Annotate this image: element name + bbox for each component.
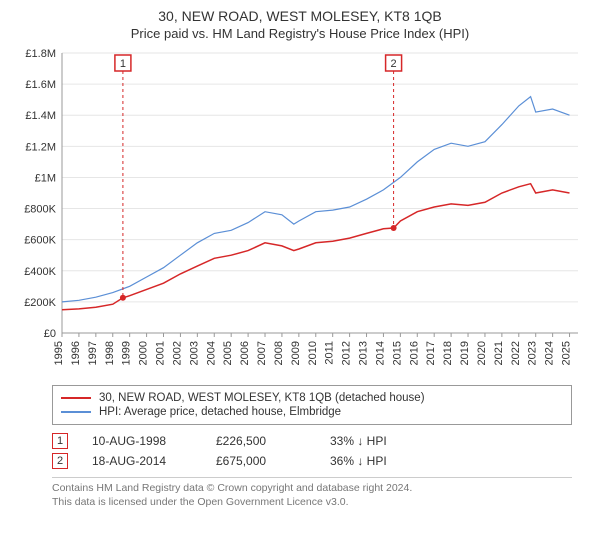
sale-price: £226,500 xyxy=(216,434,306,448)
legend-box: 30, NEW ROAD, WEST MOLESEY, KT8 1QB (det… xyxy=(52,385,572,425)
chart-title: 30, NEW ROAD, WEST MOLESEY, KT8 1QB xyxy=(12,8,588,24)
svg-text:£1M: £1M xyxy=(35,172,56,184)
legend-row-property: 30, NEW ROAD, WEST MOLESEY, KT8 1QB (det… xyxy=(61,392,563,404)
svg-text:2009: 2009 xyxy=(290,341,302,365)
svg-text:2025: 2025 xyxy=(561,341,573,365)
svg-text:2001: 2001 xyxy=(155,341,167,365)
chart-subtitle: Price paid vs. HM Land Registry's House … xyxy=(12,26,588,41)
svg-text:2011: 2011 xyxy=(324,341,336,365)
svg-text:1: 1 xyxy=(120,58,126,70)
svg-text:£1.8M: £1.8M xyxy=(25,48,56,60)
svg-text:2006: 2006 xyxy=(239,341,251,365)
svg-text:1995: 1995 xyxy=(53,341,65,365)
sales-list: 1 10-AUG-1998 £226,500 33% ↓ HPI 2 18-AUG-201… xyxy=(12,433,588,469)
svg-text:1998: 1998 xyxy=(104,341,116,365)
svg-text:£1.6M: £1.6M xyxy=(25,79,56,91)
sale-price: £675,000 xyxy=(216,454,306,468)
svg-text:2016: 2016 xyxy=(408,341,420,365)
svg-text:2023: 2023 xyxy=(527,341,539,365)
sale-date: 10-AUG-1998 xyxy=(92,434,192,448)
svg-text:2008: 2008 xyxy=(273,341,285,365)
svg-text:2013: 2013 xyxy=(358,341,370,365)
legend-swatch-property xyxy=(61,397,91,399)
sale-diff: 33% ↓ HPI xyxy=(330,434,470,448)
svg-text:£600K: £600K xyxy=(24,235,56,247)
svg-text:2015: 2015 xyxy=(391,341,403,365)
svg-text:£200K: £200K xyxy=(24,297,56,309)
footnote-line-1: Contains HM Land Registry data © Crown c… xyxy=(52,482,572,496)
svg-text:2024: 2024 xyxy=(544,341,556,365)
svg-text:2014: 2014 xyxy=(374,341,386,365)
svg-text:2010: 2010 xyxy=(307,341,319,365)
svg-text:2000: 2000 xyxy=(138,341,150,365)
svg-text:2017: 2017 xyxy=(425,341,437,365)
svg-text:2012: 2012 xyxy=(341,341,353,365)
svg-text:2020: 2020 xyxy=(476,341,488,365)
svg-text:1996: 1996 xyxy=(70,341,82,365)
svg-text:£800K: £800K xyxy=(24,204,56,216)
svg-text:£1.4M: £1.4M xyxy=(25,110,56,122)
legend-row-hpi: HPI: Average price, detached house, Elmb… xyxy=(61,406,563,418)
svg-text:2004: 2004 xyxy=(205,341,217,365)
svg-text:£0: £0 xyxy=(44,328,56,340)
sale-marker: 1 xyxy=(52,433,68,449)
svg-text:2019: 2019 xyxy=(459,341,471,365)
svg-text:1999: 1999 xyxy=(121,341,133,365)
sale-diff: 36% ↓ HPI xyxy=(330,454,470,468)
svg-text:2018: 2018 xyxy=(442,341,454,365)
legend-swatch-hpi xyxy=(61,411,91,413)
footnote: Contains HM Land Registry data © Crown c… xyxy=(52,477,572,509)
svg-text:2003: 2003 xyxy=(188,341,200,365)
svg-text:1997: 1997 xyxy=(87,341,99,365)
sale-date: 18-AUG-2014 xyxy=(92,454,192,468)
legend-label-property: 30, NEW ROAD, WEST MOLESEY, KT8 1QB (det… xyxy=(99,392,425,404)
svg-text:2: 2 xyxy=(391,58,397,70)
legend-label-hpi: HPI: Average price, detached house, Elmb… xyxy=(99,406,341,418)
svg-text:2007: 2007 xyxy=(256,341,268,365)
svg-text:£400K: £400K xyxy=(24,266,56,278)
line-chart: £0 £200K £400K £600K £800K £1M £1.2M £1.4M £1.6M… xyxy=(12,47,588,377)
svg-text:2022: 2022 xyxy=(510,341,522,365)
svg-text:2002: 2002 xyxy=(171,341,183,365)
chart-svg: £0 £200K £400K £600K £800K £1M £1.2M £1.4M £1.6M… xyxy=(12,47,588,377)
footnote-line-2: This data is licensed under the Open Gov… xyxy=(52,496,572,510)
sale-row: 2 18-AUG-2014 £675,000 36% ↓ HPI xyxy=(52,453,588,469)
svg-text:£1.2M: £1.2M xyxy=(25,141,56,153)
svg-text:2021: 2021 xyxy=(493,341,505,365)
sale-row: 1 10-AUG-1998 £226,500 33% ↓ HPI xyxy=(52,433,588,449)
sale-marker: 2 xyxy=(52,453,68,469)
svg-text:2005: 2005 xyxy=(222,341,234,365)
